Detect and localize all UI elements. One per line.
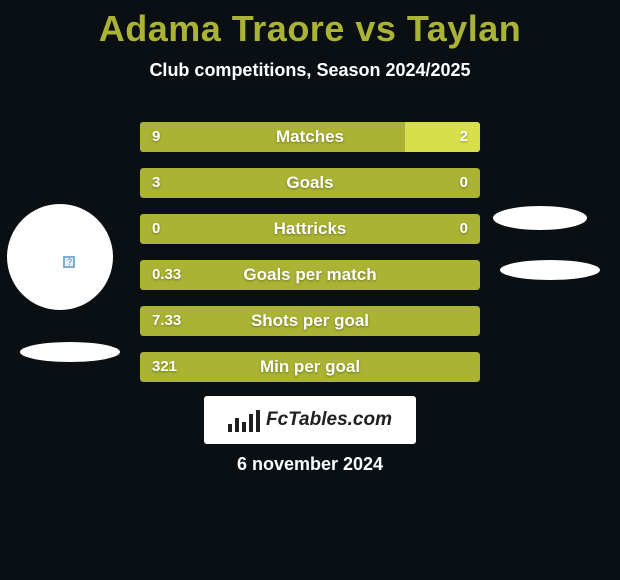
stat-bars: Matches92Goals30Hattricks00Goals per mat… (140, 122, 480, 398)
stat-value-left: 9 (152, 122, 160, 152)
avatar-shadow-right (500, 260, 600, 280)
stat-value-right: 0 (460, 214, 468, 244)
stat-value-left: 0.33 (152, 260, 181, 290)
avatar-shadow-left (20, 342, 120, 362)
stat-value-left: 7.33 (152, 306, 181, 336)
missing-image-icon (63, 256, 75, 268)
page-title: Adama Traore vs Taylan (0, 0, 620, 50)
stat-value-left: 321 (152, 352, 177, 382)
stat-label: Goals per match (140, 260, 480, 290)
stat-value-right: 0 (460, 168, 468, 198)
avatar-right (493, 206, 587, 230)
stat-label: Min per goal (140, 352, 480, 382)
stat-label: Shots per goal (140, 306, 480, 336)
avatar-left (7, 204, 113, 310)
stat-label: Hattricks (140, 214, 480, 244)
stat-row: Min per goal321 (140, 352, 480, 382)
stat-value-right: 2 (460, 122, 468, 152)
stat-label: Matches (140, 122, 480, 152)
subtitle: Club competitions, Season 2024/2025 (0, 60, 620, 81)
bars-icon (228, 408, 260, 432)
stat-row: Shots per goal7.33 (140, 306, 480, 336)
logo-plate: FcTables.com (204, 396, 416, 444)
stat-label: Goals (140, 168, 480, 198)
logo-text: FcTables.com (266, 409, 392, 431)
stat-value-left: 3 (152, 168, 160, 198)
date-line: 6 november 2024 (0, 454, 620, 475)
stat-value-left: 0 (152, 214, 160, 244)
stat-row: Hattricks0 0 (140, 214, 480, 244)
stat-row: Goals3 0 (140, 168, 480, 198)
stat-row: Matches9 2 (140, 122, 480, 152)
stat-row: Goals per match0.33 (140, 260, 480, 290)
